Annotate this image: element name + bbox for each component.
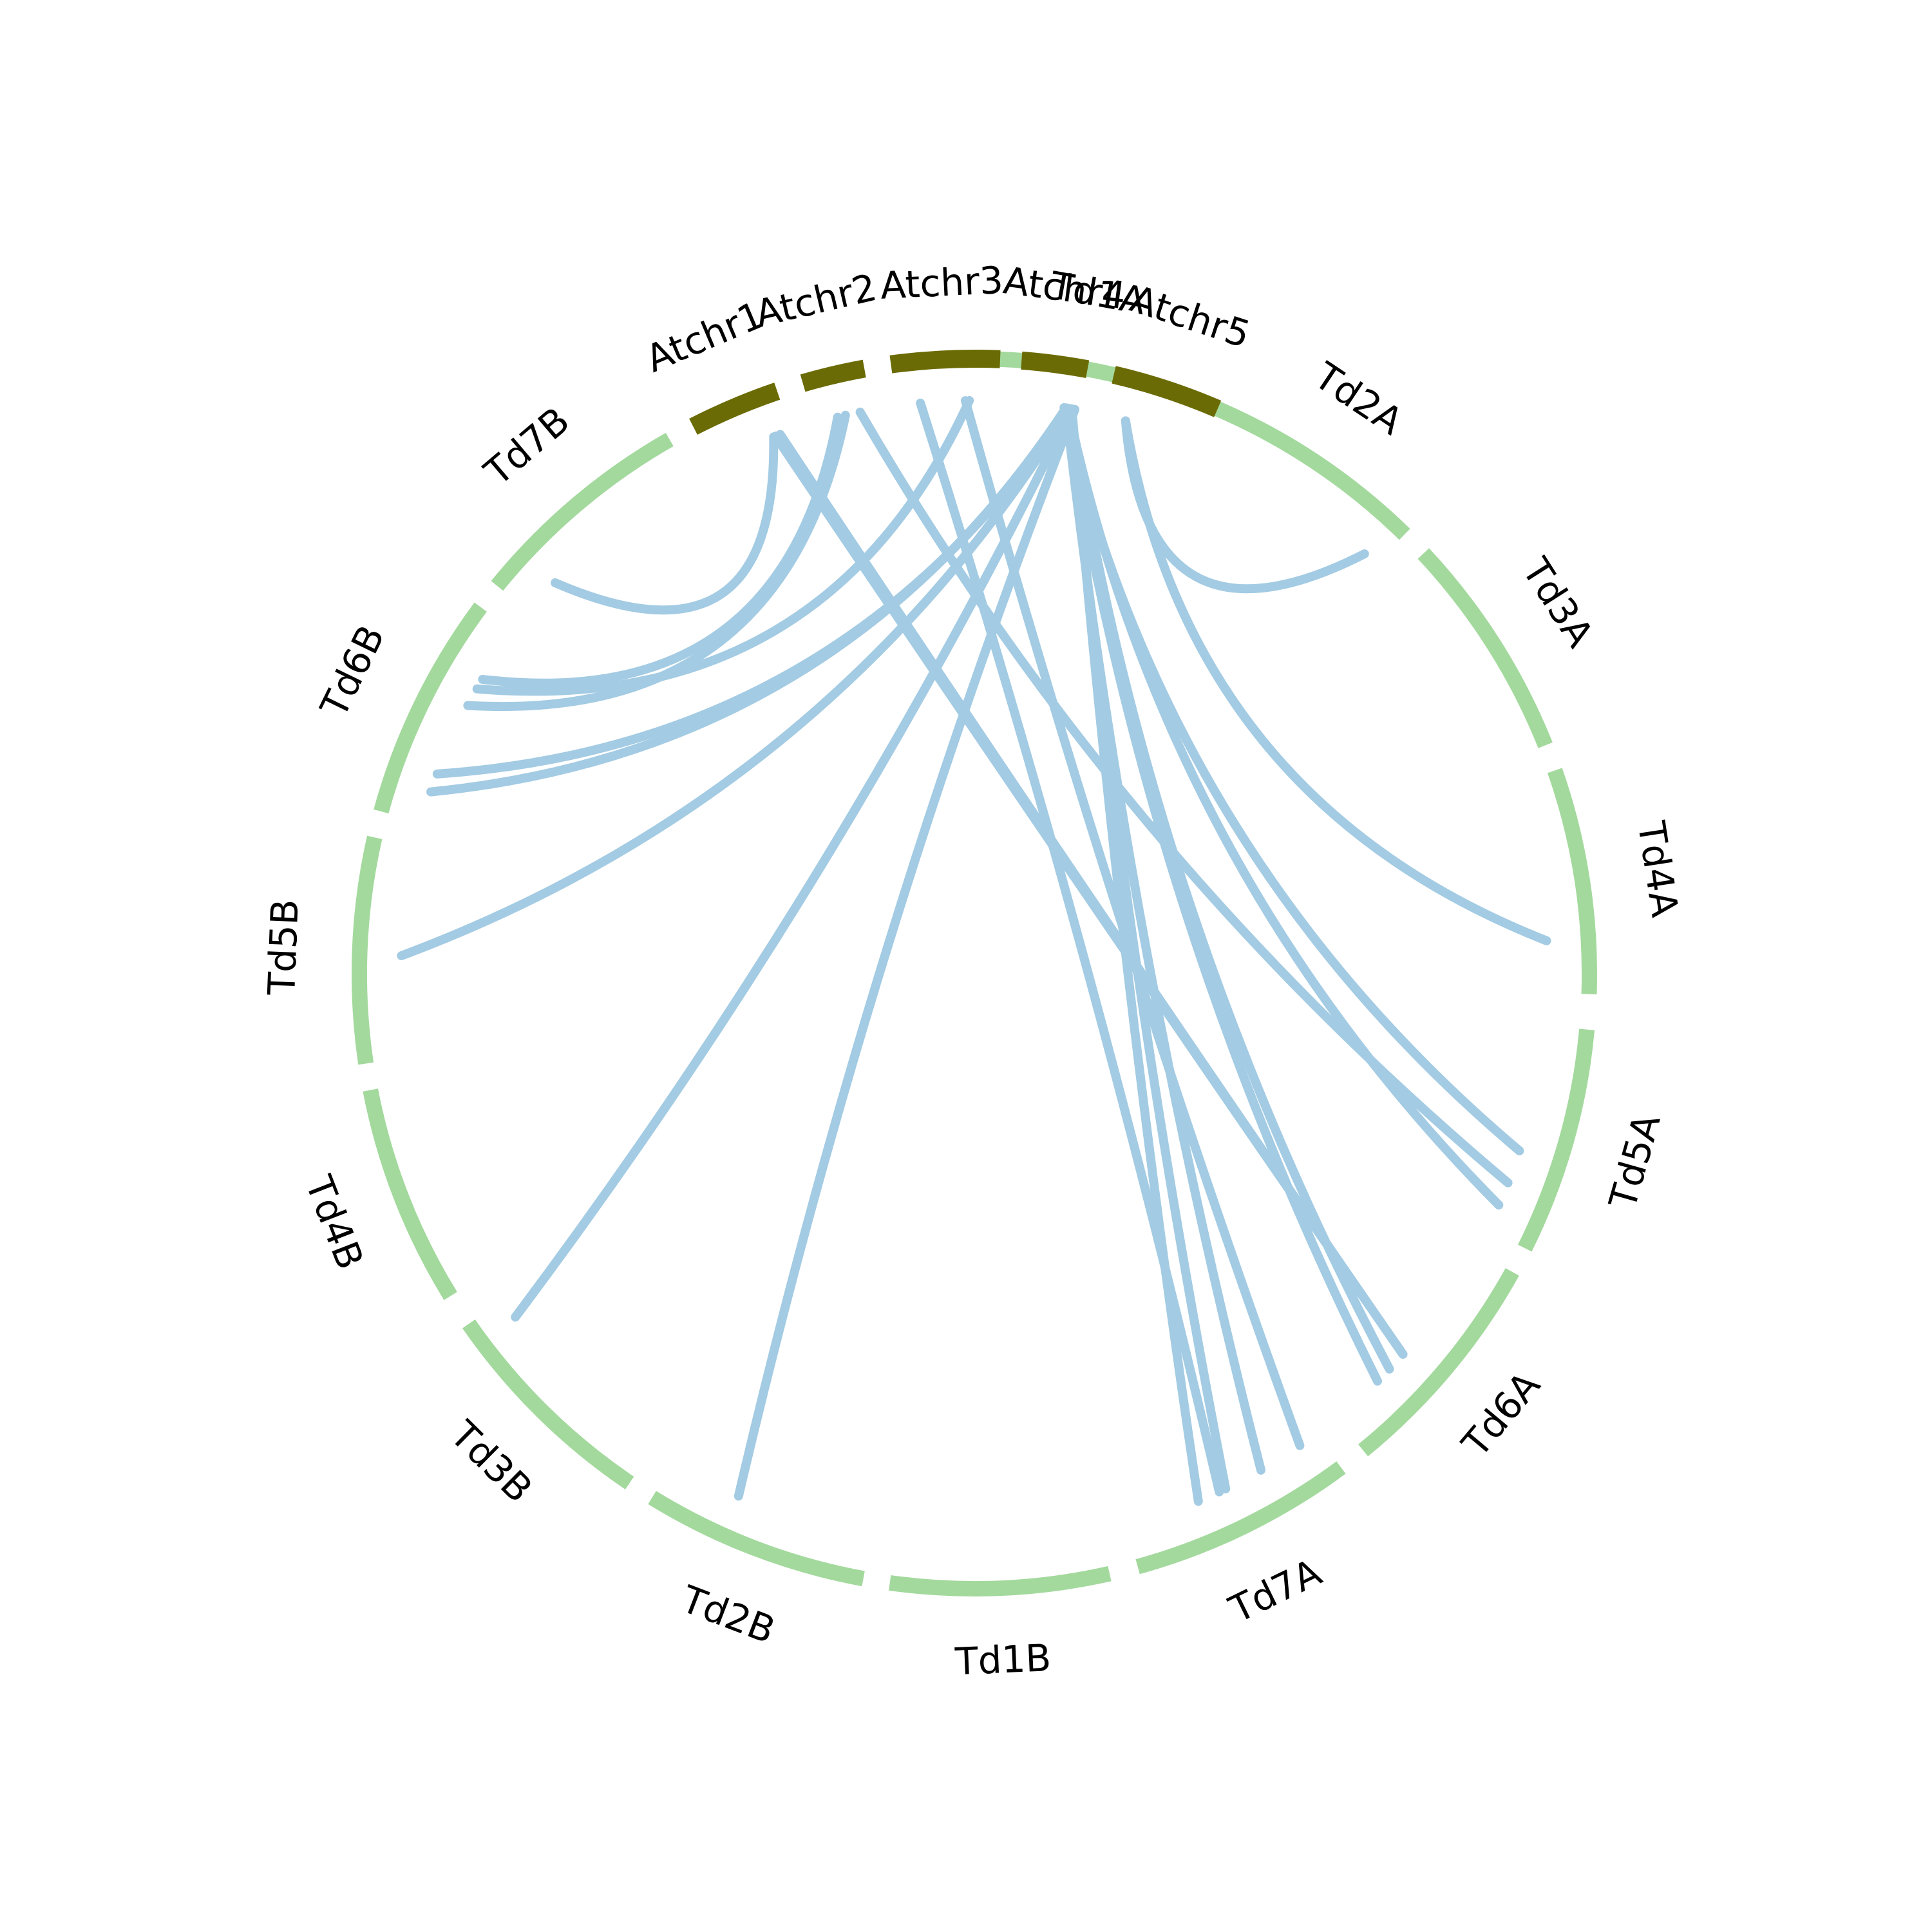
synteny-link-11 xyxy=(511,404,1077,1322)
chromosome-segment-td7a xyxy=(1135,1461,1346,1575)
chromosome-label-atchr3: Atchr3 xyxy=(880,258,1005,308)
chromosome-segment-td2b xyxy=(648,1491,865,1587)
chromosome-label-td6a: Td6A xyxy=(1453,1363,1548,1466)
chromosome-label-atchr1: Atchr1 xyxy=(639,293,770,381)
chromosome-label-td1b: Td1B xyxy=(954,1636,1052,1683)
synteny-link-6 xyxy=(1061,403,1382,1386)
chromosome-segments xyxy=(352,350,1597,1596)
synteny-link-18 xyxy=(855,407,1513,1188)
chromosome-segment-td4b xyxy=(363,1088,457,1300)
chromosome-label-atchr5: Atchr5 xyxy=(1125,277,1255,357)
chromosome-segment-td1b xyxy=(889,1566,1112,1596)
synteny-link-17 xyxy=(916,398,1224,1497)
chromosome-segment-td2a xyxy=(1212,401,1410,540)
chromosome-segment-atchr3 xyxy=(889,350,1001,374)
chromosome-segment-td5a xyxy=(1517,1028,1595,1252)
synteny-link-15 xyxy=(472,396,974,696)
chromosome-label-td4b: Td4B xyxy=(296,1170,372,1275)
chromosome-label-td3b: Td3B xyxy=(442,1412,541,1511)
synteny-link-16 xyxy=(961,396,1305,1450)
chromosome-label-td7a: Td7A xyxy=(1222,1550,1329,1632)
chromosome-label-td2b: Td2B xyxy=(675,1577,781,1652)
chromosome-segment-td7b xyxy=(491,433,674,591)
chromosome-segment-atchr4 xyxy=(1021,351,1090,379)
chromosome-label-td5b: Td5B xyxy=(260,898,307,996)
chromosome-segment-td5b xyxy=(352,835,383,1065)
chromosome-segment-td6b xyxy=(374,602,487,814)
chromosome-segment-td4a xyxy=(1547,768,1597,995)
chromosome-segment-td3b xyxy=(462,1319,634,1490)
chromosome-segment-td6a xyxy=(1358,1268,1519,1457)
synteny-link-12 xyxy=(397,404,1075,960)
chromosome-label-td6b: Td6B xyxy=(312,618,393,724)
synteny-link-2 xyxy=(1121,416,1551,945)
chromosome-segment-atchr1 xyxy=(689,383,781,435)
chromosome-segment-atchr2 xyxy=(800,359,866,392)
chromosome-label-atchr2: Atchr2 xyxy=(751,265,880,336)
chromosome-segment-td3a xyxy=(1417,548,1553,748)
chromosome-label-td2a: Td2A xyxy=(1306,354,1411,444)
chromosome-label-td7b: Td7B xyxy=(476,399,578,495)
synteny-link-23 xyxy=(771,431,1408,1359)
chromosome-label-atchr4: Atchr4 xyxy=(1001,258,1128,317)
synteny-link-22 xyxy=(551,432,779,615)
chromosome-segment-atchr5 xyxy=(1112,366,1222,417)
chromosome-label-td5a: Td5A xyxy=(1600,1109,1669,1214)
synteny-link-4 xyxy=(1063,404,1504,1210)
chromosome-label-td4a: Td4A xyxy=(1629,818,1687,920)
chromosome-labels: Td1ATd2ATd3ATd4ATd5ATd6ATd7ATd1BTd2BTd3B… xyxy=(260,258,1687,1683)
chromosome-label-td3a: Td3A xyxy=(1513,550,1602,655)
links-layer xyxy=(397,396,1551,1506)
